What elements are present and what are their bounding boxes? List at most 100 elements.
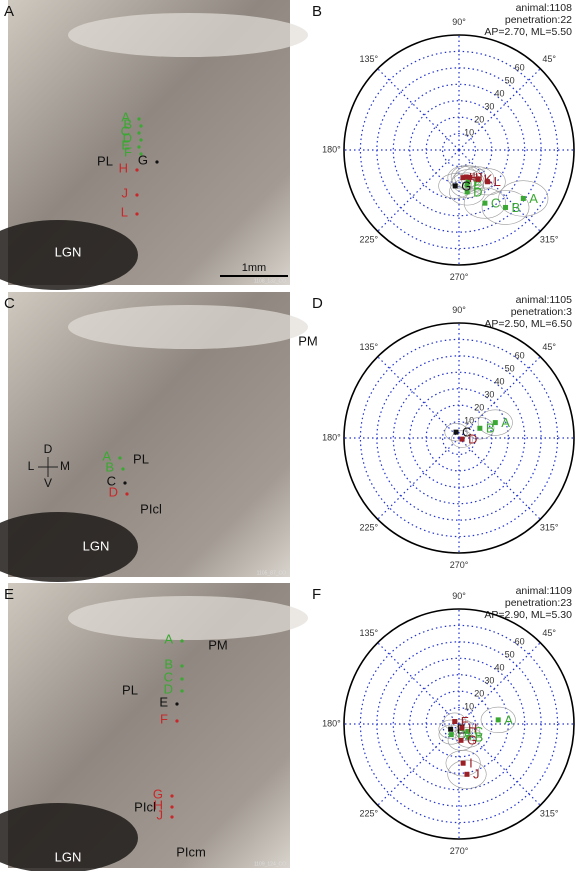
angle-tick-label: 45° bbox=[542, 628, 556, 638]
recording-site bbox=[170, 805, 173, 808]
angle-tick-label: 225° bbox=[359, 235, 378, 245]
angle-tick-label: 270° bbox=[450, 846, 469, 856]
orientation-label: L bbox=[28, 459, 35, 473]
recording-site bbox=[121, 467, 124, 470]
rf-center bbox=[475, 176, 480, 181]
angle-tick-label: 90° bbox=[452, 591, 466, 601]
plot-info: animal:1108 bbox=[516, 2, 573, 14]
rf-center bbox=[477, 426, 482, 431]
plot-info: AP=2.70, ML=5.50 bbox=[484, 26, 572, 38]
radius-tick-label: 20 bbox=[474, 688, 484, 698]
site-label: B bbox=[105, 459, 114, 474]
plot-info: penetration:22 bbox=[505, 14, 572, 26]
orientation-label: D bbox=[44, 442, 53, 456]
orientation-label: V bbox=[44, 476, 52, 490]
angle-grid-line bbox=[378, 438, 459, 519]
site-label: G bbox=[138, 152, 148, 167]
radius-tick-label: 20 bbox=[474, 114, 484, 124]
site-label: F bbox=[160, 711, 168, 726]
plot-info: penetration:23 bbox=[505, 597, 572, 609]
rf-center bbox=[468, 175, 473, 180]
panel-letter: D bbox=[312, 295, 323, 312]
angle-tick-label: 270° bbox=[450, 272, 469, 282]
angle-tick-label: 315° bbox=[540, 809, 559, 819]
angle-tick-label: 180° bbox=[322, 432, 341, 442]
plot-info: AP=2.90, ML=5.30 bbox=[484, 609, 572, 621]
recording-site bbox=[118, 456, 121, 459]
angle-tick-label: 315° bbox=[540, 523, 559, 533]
angle-tick-label: 315° bbox=[540, 235, 559, 245]
point-label: H bbox=[468, 720, 477, 735]
angle-tick-label: 135° bbox=[359, 54, 378, 64]
rf-center bbox=[454, 430, 459, 435]
recording-site bbox=[139, 124, 142, 127]
rf-center bbox=[448, 727, 453, 732]
angle-grid-line bbox=[378, 69, 459, 150]
image-caption: 1108_132_CO bbox=[254, 278, 286, 284]
recording-site bbox=[135, 193, 138, 196]
rf-center bbox=[521, 196, 526, 201]
radius-tick-label: 40 bbox=[494, 663, 504, 673]
plot-info: animal:1105 bbox=[516, 294, 573, 306]
angle-grid-line bbox=[459, 438, 540, 519]
point-label: A bbox=[501, 415, 510, 430]
angle-grid-line bbox=[378, 724, 459, 805]
rf-center bbox=[459, 725, 464, 730]
histology-panel: A1108_132_COABCDEFGHJLPLLGN1mm bbox=[0, 0, 308, 290]
rf-center bbox=[482, 201, 487, 206]
plot-info: AP=2.50, ML=6.50 bbox=[484, 318, 572, 330]
region-label: PIcl bbox=[134, 799, 156, 814]
angle-tick-label: 180° bbox=[322, 144, 341, 154]
site-label: L bbox=[121, 204, 128, 219]
radius-tick-label: 60 bbox=[515, 351, 525, 361]
radius-tick-label: 10 bbox=[464, 127, 474, 137]
point-label: D bbox=[468, 432, 477, 447]
image-caption: 1109_124_CO bbox=[254, 861, 286, 867]
angle-tick-label: 90° bbox=[452, 305, 466, 315]
angle-grid-line bbox=[378, 643, 459, 724]
rf-center bbox=[503, 205, 508, 210]
region-label: PL bbox=[97, 153, 113, 168]
rf-center bbox=[461, 761, 466, 766]
region-label: PL bbox=[122, 682, 138, 697]
rf-center bbox=[453, 183, 458, 188]
panel-letter: E bbox=[4, 586, 14, 603]
recording-site bbox=[180, 639, 183, 642]
recording-site bbox=[125, 492, 128, 495]
site-label: E bbox=[159, 694, 168, 709]
rf-center bbox=[496, 717, 501, 722]
recording-site bbox=[180, 677, 183, 680]
region-label: LGN bbox=[83, 538, 110, 553]
white-matter bbox=[68, 13, 308, 57]
point-label: L bbox=[494, 174, 501, 189]
radius-tick-label: 10 bbox=[464, 701, 474, 711]
angle-tick-label: 135° bbox=[359, 342, 378, 352]
orientation-label: M bbox=[60, 459, 70, 473]
site-label: D bbox=[109, 484, 118, 499]
region-label: PM bbox=[298, 333, 318, 348]
recording-site bbox=[137, 131, 140, 134]
panel-letter: F bbox=[312, 586, 321, 603]
site-label: F bbox=[124, 144, 132, 159]
recording-site bbox=[137, 145, 140, 148]
plot-info: penetration:3 bbox=[511, 306, 572, 318]
angle-grid-line bbox=[459, 643, 540, 724]
angle-tick-label: 135° bbox=[359, 628, 378, 638]
angle-tick-label: 90° bbox=[452, 17, 466, 27]
angle-tick-label: 225° bbox=[359, 523, 378, 533]
radius-tick-label: 50 bbox=[505, 650, 515, 660]
radius-tick-label: 40 bbox=[494, 377, 504, 387]
angle-tick-label: 270° bbox=[450, 560, 469, 570]
point-label: A bbox=[504, 712, 513, 727]
panel-letter: B bbox=[312, 3, 322, 20]
region-label: PL bbox=[133, 451, 149, 466]
recording-site bbox=[135, 168, 138, 171]
rf-center bbox=[485, 179, 490, 184]
region-label: PIcm bbox=[176, 844, 206, 859]
white-matter bbox=[68, 305, 308, 349]
site-label: H bbox=[119, 160, 128, 175]
angle-grid-line bbox=[459, 69, 540, 150]
scale-bar-label: 1mm bbox=[242, 262, 266, 274]
radius-tick-label: 30 bbox=[484, 676, 494, 686]
recording-site bbox=[180, 689, 183, 692]
